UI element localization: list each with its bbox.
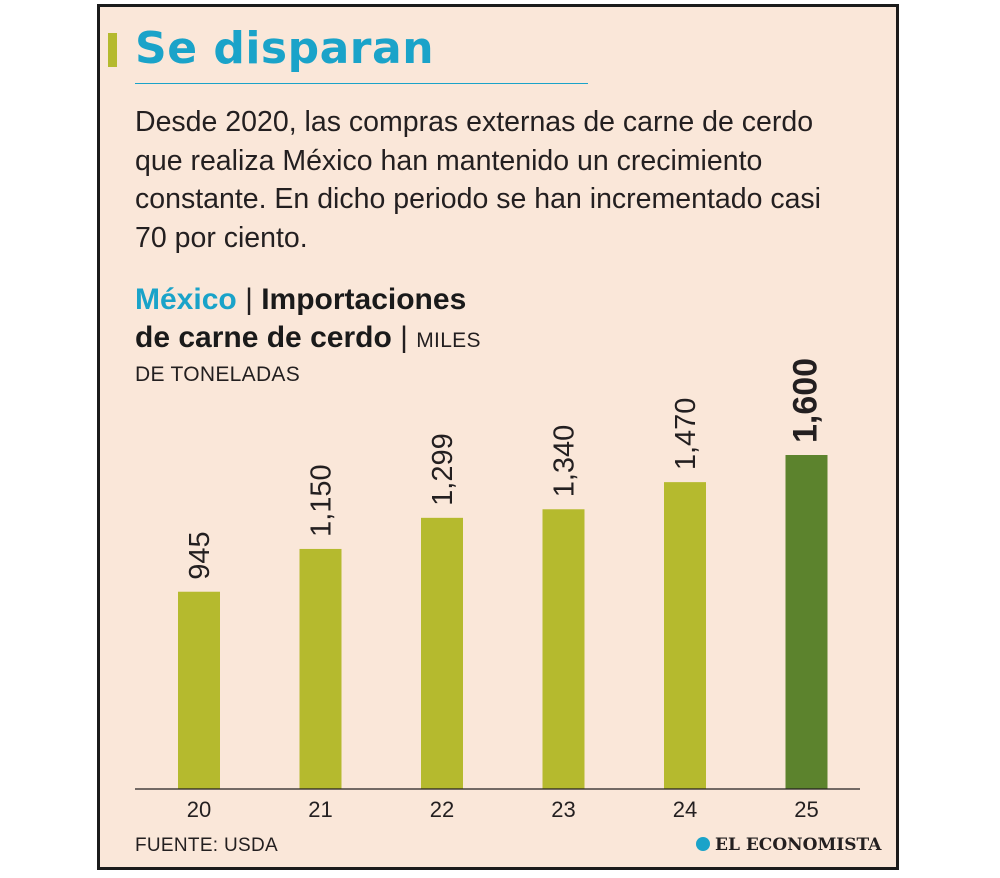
value-label-21: 1,150 xyxy=(306,464,338,537)
brand-name: EL ECONOMISTA xyxy=(715,835,882,855)
value-label-25: 1,600 xyxy=(787,358,825,443)
chart-subject-line1: Importaciones xyxy=(261,283,467,316)
infographic-panel: Se disparan Desde 2020, las compras exte… xyxy=(97,4,899,870)
value-label-20: 945 xyxy=(184,531,216,579)
value-label-22: 1,299 xyxy=(427,433,459,506)
el-economista-logo-icon xyxy=(696,837,710,851)
title-divider xyxy=(135,83,588,84)
headline: Se disparan xyxy=(135,23,435,74)
source-note: FUENTE: USDA xyxy=(135,835,278,856)
chart-unit-line2: DE TONELADAS xyxy=(135,363,301,386)
x-tick-label-25: 25 xyxy=(794,797,818,822)
bar-chart: 945 20 1,150 21 1,299 22 1,340 23 1,470 24 1,600 25 xyxy=(135,358,860,822)
brand-logo: EL ECONOMISTA xyxy=(696,835,881,855)
chart-heading: México | Importaciones de carne de cerdo… xyxy=(135,281,655,360)
x-tick-label-24: 24 xyxy=(673,797,697,822)
bar-25 xyxy=(785,455,828,789)
x-tick-label-20: 20 xyxy=(187,797,211,822)
heading-separator-2: | xyxy=(400,321,408,354)
value-label-23: 1,340 xyxy=(549,425,581,498)
value-label-24: 1,470 xyxy=(670,398,702,471)
x-tick-label-22: 22 xyxy=(430,797,454,822)
title-accent-bar xyxy=(108,33,117,67)
deck-text: Desde 2020, las compras externas de carn… xyxy=(135,106,822,254)
bar-23 xyxy=(542,509,585,789)
chart-subject-line2: de carne de cerdo xyxy=(135,321,392,354)
bar-24 xyxy=(664,482,706,789)
chart-unit-line1: MILES xyxy=(416,329,481,352)
x-tick-label-23: 23 xyxy=(551,797,575,822)
x-tick-label-21: 21 xyxy=(308,797,332,822)
bar-21 xyxy=(299,548,342,789)
heading-separator: | xyxy=(245,283,253,316)
bar-20 xyxy=(178,591,220,789)
bar-22 xyxy=(421,517,463,789)
chart-country: México xyxy=(135,283,237,316)
